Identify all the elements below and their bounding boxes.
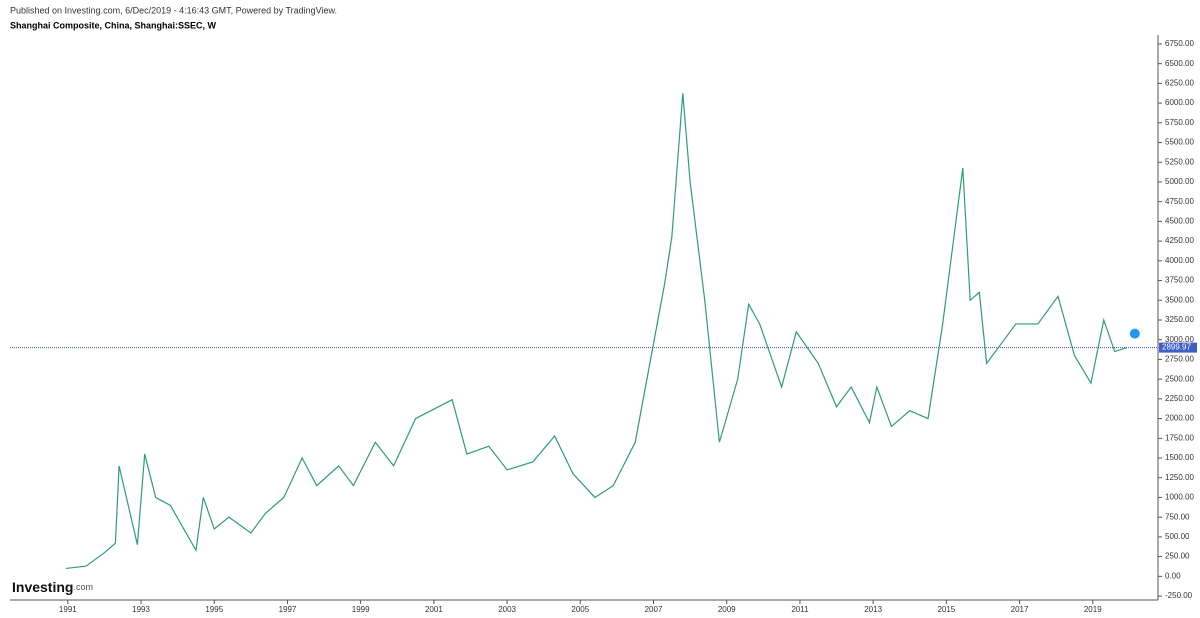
marker-icon [1129, 328, 1140, 339]
y-tick-label: 5000.00 [1165, 177, 1194, 186]
y-tick-label: 5250.00 [1165, 157, 1194, 166]
chart-title: Shanghai Composite, China, Shanghai:SSEC… [10, 20, 217, 30]
y-tick-label: 6500.00 [1165, 59, 1194, 68]
y-tick-label: 1750.00 [1165, 433, 1194, 442]
x-tick-label: 2005 [571, 605, 589, 614]
y-tick-label: 4250.00 [1165, 236, 1194, 245]
y-tick-label: 6250.00 [1165, 78, 1194, 87]
y-tick-label: 6750.00 [1165, 39, 1194, 48]
y-tick-label: 5750.00 [1165, 118, 1194, 127]
y-tick-label: -250.00 [1165, 591, 1193, 600]
x-tick-label: 1995 [205, 605, 223, 614]
y-tick-label: 3750.00 [1165, 276, 1194, 285]
y-tick-label: 1000.00 [1165, 493, 1194, 502]
y-tick-label: 1250.00 [1165, 473, 1194, 482]
x-tick-label: 2017 [1011, 605, 1029, 614]
y-tick-label: 2250.00 [1165, 394, 1194, 403]
y-tick-label: 5500.00 [1165, 138, 1194, 147]
x-tick-label: 1997 [279, 605, 297, 614]
y-tick-label: 4500.00 [1165, 217, 1194, 226]
logo: Investing.com [12, 579, 93, 595]
y-tick-label: 2750.00 [1165, 355, 1194, 364]
x-tick-label: 2007 [645, 605, 663, 614]
y-tick-label: 3500.00 [1165, 295, 1194, 304]
header: Published on Investing.com, 6/Dec/2019 -… [10, 5, 337, 15]
x-tick-label: 1991 [59, 605, 77, 614]
logo-main: Investing [12, 579, 73, 595]
last-price-box [1159, 342, 1197, 353]
last-price-label: 2899.97 [1162, 343, 1191, 352]
x-tick-label: 2015 [937, 605, 955, 614]
y-tick-label: 3250.00 [1165, 315, 1194, 324]
x-tick-label: 2003 [498, 605, 516, 614]
x-tick-label: 2011 [791, 605, 809, 614]
x-tick-label: 2009 [718, 605, 736, 614]
x-tick-label: 1993 [132, 605, 150, 614]
x-tick-label: 2013 [864, 605, 882, 614]
logo-suffix: .com [73, 582, 93, 592]
price-line [65, 93, 1127, 570]
y-tick-label: 3000.00 [1165, 335, 1194, 344]
x-tick-label: 2019 [1084, 605, 1102, 614]
y-tick-label: 500.00 [1165, 532, 1190, 541]
x-tick-label: 2001 [425, 605, 443, 614]
y-tick-label: 2000.00 [1165, 414, 1194, 423]
y-tick-label: 6000.00 [1165, 98, 1194, 107]
y-tick-label: 0.00 [1165, 571, 1181, 580]
y-tick-label: 750.00 [1165, 512, 1190, 521]
y-tick-label: 4750.00 [1165, 197, 1194, 206]
y-tick-label: 4000.00 [1165, 256, 1194, 265]
y-tick-label: 250.00 [1165, 552, 1190, 561]
y-tick-label: 1500.00 [1165, 453, 1194, 462]
x-tick-label: 1999 [352, 605, 370, 614]
y-tick-label: 2500.00 [1165, 374, 1194, 383]
